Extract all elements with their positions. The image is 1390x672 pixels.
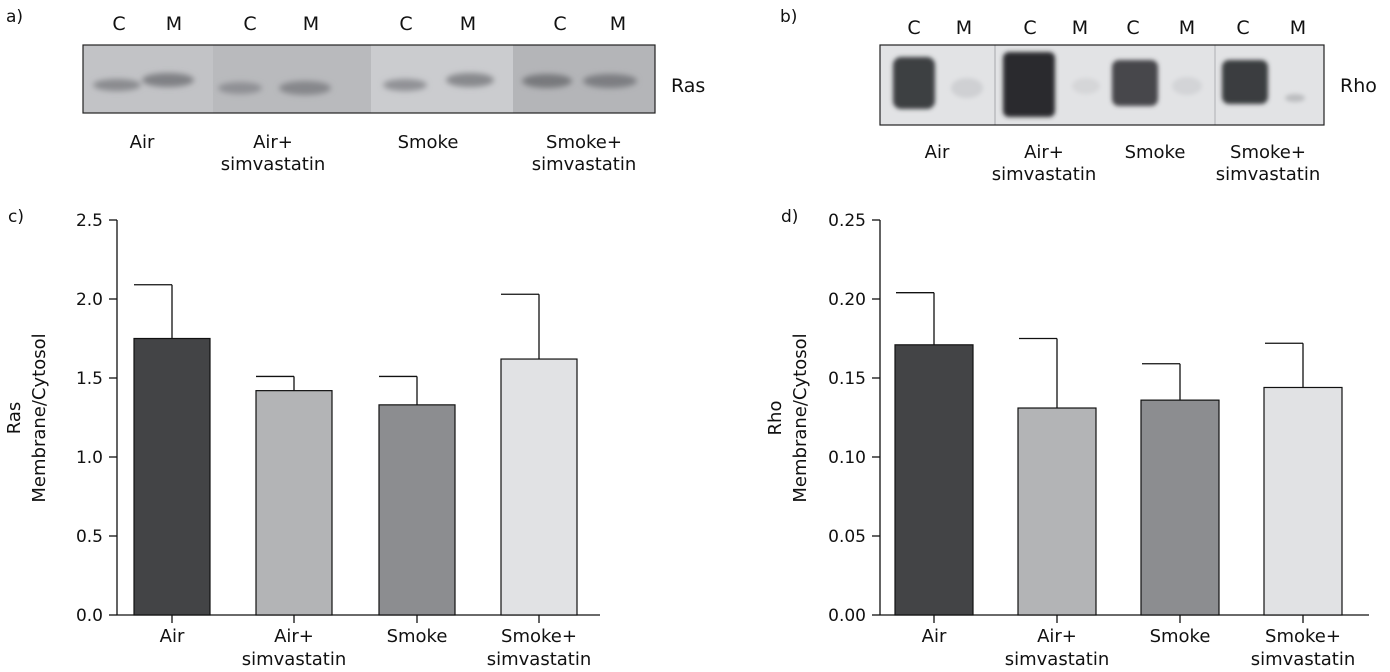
- panel-label-c: c): [8, 207, 24, 227]
- lane-label: M: [610, 13, 626, 35]
- y-axis-title: Membrane/Cytosol: [29, 333, 50, 502]
- lane-label: C: [907, 17, 920, 39]
- x-tick-label: Smoke+: [1265, 626, 1341, 647]
- group-label: simvastatin: [221, 154, 326, 175]
- lane-label: C: [1023, 17, 1036, 39]
- lane-label: M: [1290, 17, 1306, 39]
- bar: [894, 344, 974, 616]
- blot-image-ras: [82, 44, 656, 114]
- lane-label: M: [1072, 17, 1088, 39]
- group-label: Smoke+: [1230, 142, 1306, 163]
- group-label: Air+: [1024, 142, 1064, 163]
- y-tick-label: 2.0: [76, 290, 103, 310]
- lane-label: M: [1179, 17, 1195, 39]
- y-tick-label: 0.10: [828, 448, 866, 468]
- panel-label-b: b): [780, 7, 797, 27]
- y-tick-label: 0.5: [76, 527, 103, 547]
- x-tick-label: Air: [922, 626, 947, 647]
- protein-label-rho: Rho: [1340, 75, 1377, 97]
- bar: [378, 404, 456, 616]
- x-tick-label: Smoke+: [501, 626, 577, 647]
- lane-label: C: [243, 13, 256, 35]
- y-tick-label: 1.0: [76, 448, 103, 468]
- group-label: Smoke+: [546, 132, 622, 153]
- bar: [500, 358, 578, 616]
- group-label: Smoke: [398, 132, 459, 153]
- bar: [255, 390, 333, 616]
- bar: [1263, 386, 1343, 616]
- y-tick-label: 0.15: [828, 369, 866, 389]
- lane-label: C: [1126, 17, 1139, 39]
- lane-label: C: [399, 13, 412, 35]
- lane-label: C: [553, 13, 566, 35]
- blot-image-rho: [879, 44, 1325, 126]
- panel-label-a: a): [6, 7, 23, 27]
- lane-label: M: [956, 17, 972, 39]
- y-tick-label: 0.0: [76, 606, 103, 626]
- lane-label: M: [460, 13, 476, 35]
- bar: [1017, 407, 1097, 616]
- y-axis-title: Membrane/Cytosol: [790, 333, 811, 502]
- group-label: Air: [925, 142, 950, 163]
- group-label: Air+: [253, 132, 293, 153]
- x-tick-label: simvastatin: [487, 649, 592, 670]
- lane-label: C: [112, 13, 125, 35]
- x-tick-label: Air+: [1037, 626, 1077, 647]
- y-tick-label: 0.20: [828, 290, 866, 310]
- lane-label: M: [166, 13, 182, 35]
- x-tick-label: simvastatin: [1005, 649, 1110, 670]
- x-tick-label: Smoke: [387, 626, 448, 647]
- y-axis-title: Ras: [4, 402, 25, 435]
- group-label: Air: [130, 132, 155, 153]
- lane-label: C: [1236, 17, 1249, 39]
- group-label: simvastatin: [532, 154, 637, 175]
- bar: [133, 337, 211, 616]
- protein-label-ras: Ras: [671, 75, 705, 97]
- y-tick-label: 2.5: [76, 211, 103, 231]
- bar: [1140, 399, 1220, 616]
- y-tick-label: 0.05: [828, 527, 866, 547]
- y-tick-label: 0.25: [828, 211, 866, 231]
- x-tick-label: Air: [160, 626, 185, 647]
- y-tick-label: 0.00: [828, 606, 866, 626]
- x-tick-label: Smoke: [1150, 626, 1211, 647]
- y-tick-label: 1.5: [76, 369, 103, 389]
- x-tick-label: simvastatin: [242, 649, 347, 670]
- group-label: simvastatin: [1216, 164, 1321, 185]
- x-tick-label: simvastatin: [1251, 649, 1356, 670]
- group-label: simvastatin: [992, 164, 1097, 185]
- lane-label: M: [303, 13, 319, 35]
- y-axis-title: Rho: [765, 401, 786, 436]
- group-label: Smoke: [1125, 142, 1186, 163]
- x-tick-label: Air+: [274, 626, 314, 647]
- panel-label-d: d): [781, 207, 798, 227]
